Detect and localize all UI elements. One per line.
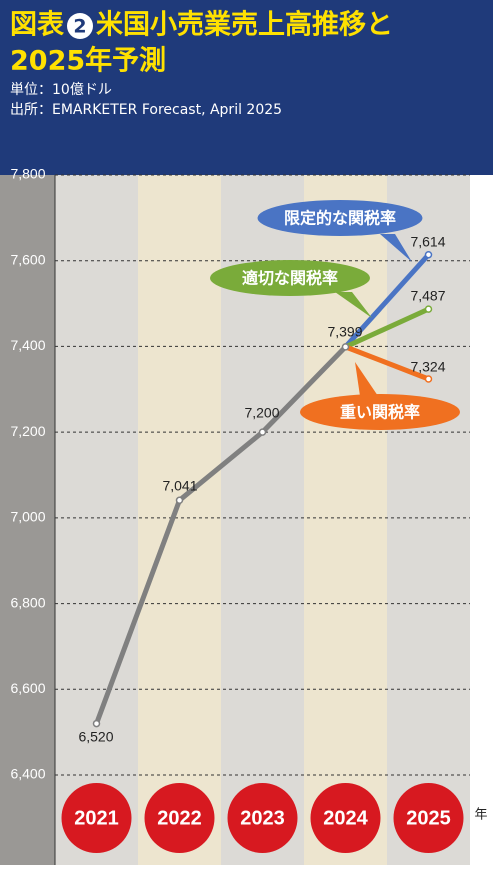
year-badge bbox=[61, 783, 132, 853]
year-badge bbox=[227, 783, 298, 853]
axis-band bbox=[0, 175, 55, 865]
chart-title: 2025年予測 bbox=[10, 45, 166, 77]
y-tick-label: 7,800 bbox=[10, 166, 45, 182]
data-point bbox=[424, 250, 433, 259]
y-tick-label: 7,400 bbox=[10, 337, 45, 353]
y-tick-label: 6,600 bbox=[10, 680, 45, 696]
callout-tail bbox=[380, 234, 412, 262]
y-tick-label: 7,000 bbox=[10, 509, 45, 525]
unit-note: 単位：10億ドル bbox=[10, 82, 112, 98]
y-tick-label: 7,600 bbox=[10, 251, 45, 267]
series-line bbox=[343, 253, 431, 349]
y-tick-label: 6,800 bbox=[10, 594, 45, 610]
column-band bbox=[138, 175, 221, 865]
data-label: 7,399 bbox=[327, 324, 362, 340]
data-label: 7,041 bbox=[162, 478, 197, 494]
data-point bbox=[258, 428, 267, 436]
callout-tail bbox=[335, 292, 372, 318]
legend-label: 限定的な関税率 bbox=[284, 209, 396, 228]
series-line bbox=[344, 306, 430, 350]
legend-label: 適切な関税率 bbox=[242, 269, 338, 288]
figure-number: 2 bbox=[73, 16, 86, 38]
x-tick-label: 2021 bbox=[74, 807, 119, 829]
column-band bbox=[55, 175, 138, 865]
data-label: 7,487 bbox=[410, 288, 445, 304]
year-badge bbox=[144, 783, 215, 853]
legend-bubble bbox=[300, 394, 460, 430]
year-badge bbox=[310, 783, 381, 853]
legend-bubble bbox=[257, 200, 423, 236]
x-tick-label: 2022 bbox=[157, 807, 202, 829]
data-point bbox=[341, 343, 350, 351]
data-point bbox=[92, 719, 101, 728]
figure-number-badge bbox=[67, 13, 93, 39]
figure-label: 図表 bbox=[10, 10, 64, 41]
data-label: 7,200 bbox=[244, 405, 279, 421]
data-label: 7,614 bbox=[410, 234, 445, 250]
series-line bbox=[94, 345, 348, 725]
data-point bbox=[424, 305, 433, 313]
y-tick-label: 7,200 bbox=[10, 423, 45, 439]
callout-tail bbox=[355, 362, 378, 396]
source-note: 出所：EMARKETER Forecast, April 2025 bbox=[10, 102, 282, 118]
x-tick-label: 2024 bbox=[323, 807, 368, 829]
column-band bbox=[387, 175, 470, 865]
data-point bbox=[424, 375, 433, 383]
legend-label: 重い関税率 bbox=[340, 403, 420, 422]
x-axis-label: 年 bbox=[474, 808, 487, 823]
data-point bbox=[175, 496, 184, 505]
data-label: 6,520 bbox=[78, 729, 113, 745]
x-tick-label: 2025 bbox=[406, 807, 451, 829]
x-tick-label: 2023 bbox=[240, 807, 285, 829]
series-line bbox=[344, 344, 430, 382]
chart-title: 米国小売業売上高推移と bbox=[96, 9, 393, 41]
year-badge bbox=[393, 783, 464, 853]
y-tick-label: 6,400 bbox=[10, 766, 45, 782]
data-label: 7,324 bbox=[410, 359, 445, 375]
legend-bubble bbox=[210, 260, 370, 296]
